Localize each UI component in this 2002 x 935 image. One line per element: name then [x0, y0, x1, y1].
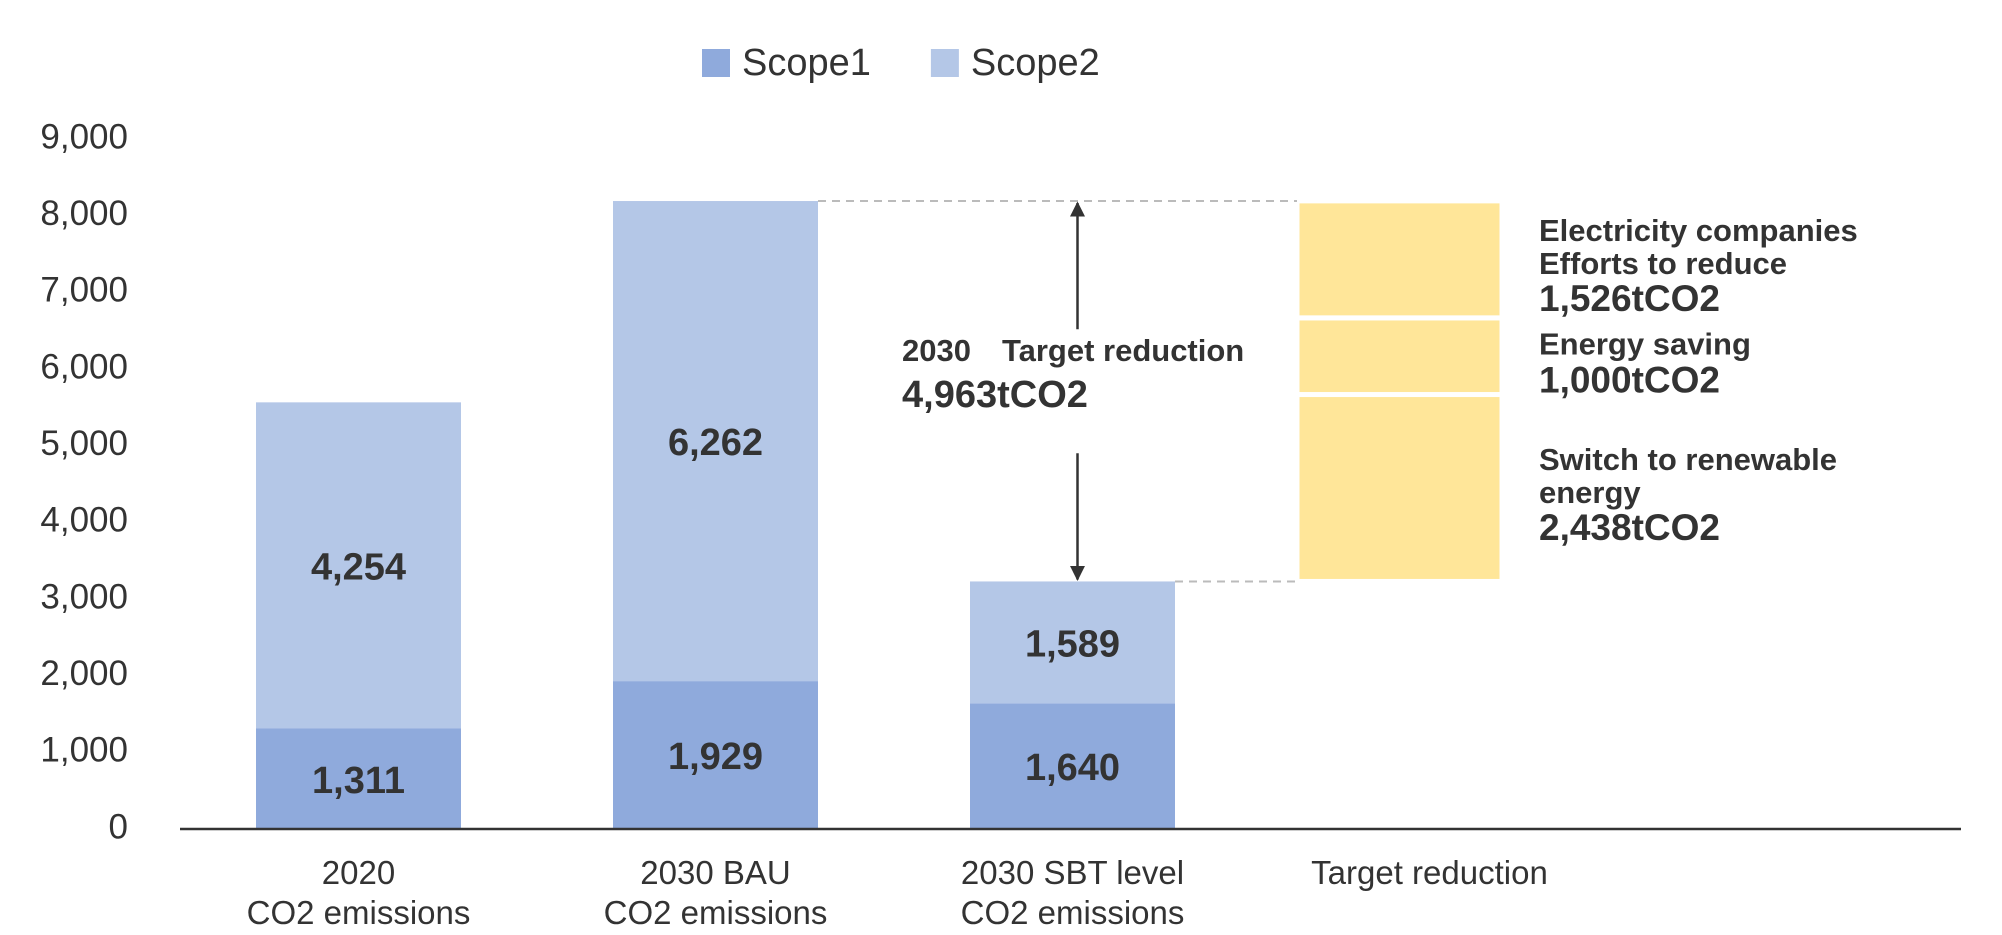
bar-segment [256, 402, 461, 729]
y-tick-label: 9,000 [40, 117, 128, 156]
bar-segment [970, 581, 1175, 704]
reduction-segment [1294, 198, 1505, 321]
bar-segment [613, 681, 818, 829]
reduction-label: Switch to renewable energy 2,438tCO2 [1539, 442, 1838, 549]
y-tick-label: 8,000 [40, 194, 128, 233]
y-tick-label: 4,000 [40, 501, 128, 540]
y-tick-label: 7,000 [40, 271, 128, 310]
reduction-text: Energy saving [1539, 326, 1751, 362]
x-tick-label: 2030 SBT level CO2 emissions [960, 854, 1185, 931]
value-label: 1,640 [1025, 747, 1120, 789]
bar-segment [613, 201, 818, 682]
x-tick-label: 2030 BAU CO2 emissions [603, 854, 828, 931]
reduction-value: 1,526tCO2 [1539, 278, 1720, 320]
y-tick-label: 5,000 [40, 424, 128, 463]
x-tick-label: 2020 CO2 emissions [246, 854, 471, 931]
annotation-value: 4,963tCO2 [902, 374, 1088, 417]
y-tick-label: 0 [109, 807, 128, 846]
y-tick-label: 6,000 [40, 347, 128, 386]
value-label: 6,262 [668, 422, 763, 464]
reduction-value: 2,438tCO2 [1539, 507, 1720, 549]
bar-segment [970, 703, 1175, 829]
legend-label: Scope1 [742, 42, 871, 84]
legend-swatch [702, 49, 730, 77]
reduction-segment [1294, 392, 1505, 584]
reduction-label: Energy saving 1,000tCO2 [1539, 328, 1751, 399]
x-tick-label: Target reduction [1311, 854, 1548, 891]
reduction-text: Switch to renewable energy [1539, 442, 1838, 510]
reduction-text: Electricity companies Efforts to reduce [1539, 213, 1858, 281]
reduction-value: 1,000tCO2 [1539, 359, 1720, 401]
legend-swatch [930, 49, 959, 77]
value-label: 1,311 [312, 760, 405, 802]
value-label: 1,929 [668, 736, 763, 778]
y-tick-label: 3,000 [40, 577, 128, 616]
y-tick-label: 1,000 [40, 731, 128, 770]
legend-label: Scope2 [971, 42, 1100, 84]
bar-segment [256, 728, 461, 829]
value-label: 4,254 [311, 546, 406, 588]
reduction-label: Electricity companies Efforts to reduce 1… [1539, 215, 1858, 319]
reduction-segment [1294, 315, 1505, 398]
y-tick-label: 2,000 [40, 654, 128, 693]
annotation-text: 2030 Target reduction [902, 333, 1245, 369]
value-label: 1,589 [1025, 623, 1120, 665]
